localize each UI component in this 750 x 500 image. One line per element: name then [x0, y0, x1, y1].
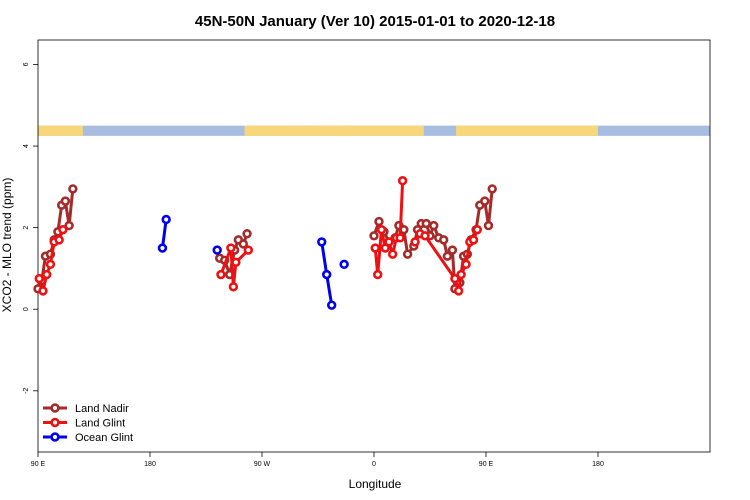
data-point-ocean-glint [339, 259, 349, 270]
data-point-land-glint [384, 237, 394, 247]
data-point-land-glint [38, 286, 48, 296]
data-point-land-glint [34, 273, 44, 284]
data-point-land-glint [450, 273, 460, 284]
data-point-land-glint [468, 235, 479, 245]
data-point-land-nadir [60, 196, 71, 206]
series-ocean-glint [157, 214, 349, 310]
data-point-land-nadir [447, 245, 458, 255]
data-point-land-glint [461, 259, 471, 270]
legend-swatch-marker [50, 403, 60, 413]
data-point-ocean-glint [212, 245, 222, 255]
data-point-land-nadir [68, 184, 78, 194]
data-point-land-glint [54, 235, 64, 245]
data-point-land-glint [472, 224, 482, 235]
data-point-land-glint [395, 233, 405, 243]
y-tick-label: 2 [23, 226, 30, 230]
data-point-land-glint [216, 269, 226, 280]
data-point-land-glint [397, 176, 408, 186]
data-point-land-glint [373, 269, 383, 280]
y-tick-label: 6 [23, 62, 30, 66]
data-point-land-nadir [480, 196, 490, 206]
data-point-land-glint [231, 257, 241, 268]
legend-swatch-marker [50, 432, 60, 442]
series-line-land-nadir [372, 188, 494, 291]
y-tick-label: 4 [23, 144, 30, 148]
legend-label: Land Nadir [75, 403, 129, 415]
legend-item-land-glint: Land Glint [43, 418, 125, 430]
land-sea-strip [38, 125, 710, 136]
data-point-land-glint [226, 243, 236, 253]
x-tick-label: 90 E [31, 461, 46, 468]
data-point-land-glint [42, 269, 52, 280]
data-point-land-nadir [438, 235, 449, 245]
data-point-land-glint [243, 245, 254, 255]
data-point-land-nadir [369, 231, 379, 241]
series-land-glint [34, 176, 482, 296]
data-point-land-glint [228, 282, 239, 292]
data-point-ocean-glint [326, 300, 337, 310]
island-band [314, 125, 322, 136]
series-line-ocean-glint [160, 219, 168, 249]
y-tick-label: 0 [23, 307, 30, 311]
data-point-land-nadir [483, 220, 494, 231]
legend: Land Nadir Land Glint Ocean Glint [43, 403, 133, 444]
data-point-land-nadir [487, 184, 497, 194]
data-point-land-glint [45, 259, 56, 270]
data-point-ocean-glint [157, 243, 168, 253]
data-point-land-nadir [374, 216, 384, 227]
island-band [334, 125, 345, 136]
y-tick-label: -2 [23, 388, 30, 394]
x-axis: 90 E 180 90 W 0 90 E 180 [31, 452, 604, 468]
data-point-land-glint [370, 243, 380, 253]
land-band [38, 125, 83, 136]
chart-title: 45N-50N January (Ver 10) 2015-01-01 to 2… [195, 13, 555, 30]
legend-label: Ocean Glint [75, 432, 133, 444]
y-axis-label: XCO2 - MLO trend (ppm) [0, 178, 14, 313]
data-point-land-glint [420, 231, 430, 241]
y-axis: -2 0 2 4 6 [23, 62, 38, 394]
data-point-land-glint [58, 224, 68, 235]
x-axis-label: Longitude [349, 477, 402, 491]
land-band [456, 125, 598, 136]
x-tick-label: 90 W [254, 461, 271, 468]
data-point-land-glint [387, 249, 398, 259]
data-point-land-glint [376, 224, 387, 235]
x-tick-label: 0 [372, 461, 376, 468]
data-point-land-nadir [429, 220, 439, 231]
data-point-ocean-glint [317, 237, 327, 247]
legend-swatch-marker [50, 417, 60, 428]
legend-item-ocean-glint: Ocean Glint [43, 432, 133, 444]
data-point-land-nadir [442, 251, 453, 261]
data-point-land-nadir [242, 229, 252, 239]
data-point-land-glint [410, 237, 420, 247]
data-point-land-nadir [421, 218, 431, 229]
data-point-land-nadir [238, 239, 249, 249]
x-tick-label: 90 E [479, 461, 494, 468]
data-point-ocean-glint [322, 269, 332, 280]
data-point-land-glint [456, 269, 466, 280]
data-point-land-glint [453, 286, 464, 296]
x-tick-label: 180 [592, 461, 604, 468]
legend-label: Land Glint [75, 418, 125, 430]
x-tick-label: 180 [144, 461, 156, 468]
legend-item-land-nadir: Land Nadir [43, 403, 129, 415]
data-point-land-nadir [64, 220, 74, 231]
data-point-land-nadir [402, 249, 413, 259]
data-point-ocean-glint [161, 214, 171, 225]
series-layer [33, 176, 497, 310]
